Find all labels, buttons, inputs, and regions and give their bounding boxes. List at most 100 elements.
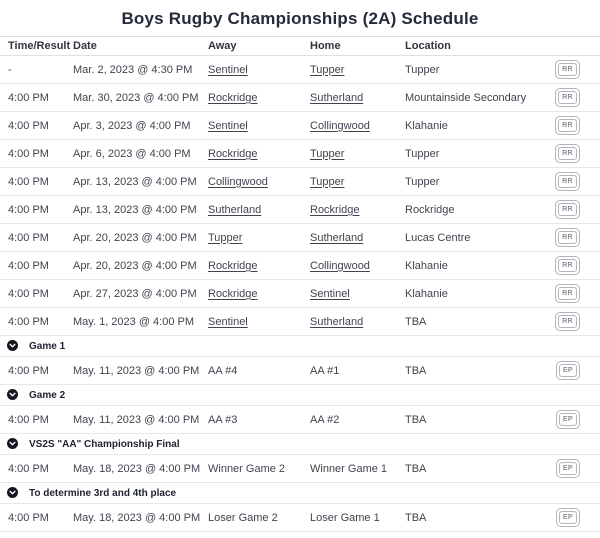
time-result-cell: 4:00 PM <box>0 111 73 140</box>
away-cell: Rockridge <box>208 83 310 112</box>
home-team-link[interactable]: Rockridge <box>310 203 360 216</box>
date-cell: Apr. 3, 2023 @ 4:00 PM <box>73 111 208 140</box>
rr-badge-label: RR <box>558 175 577 188</box>
rr-badge-label: RR <box>558 203 577 216</box>
home-cell: Sutherland <box>310 83 405 112</box>
date-cell: May. 18, 2023 @ 4:00 PM <box>73 454 208 483</box>
table-row: 4:00 PM Apr. 20, 2023 @ 4:00 PM Tupper Suth… <box>0 223 600 252</box>
date-cell: Apr. 13, 2023 @ 4:00 PM <box>73 167 208 196</box>
away-team-link[interactable]: Rockridge <box>208 147 258 160</box>
table-row: 4:00 PM May. 18, 2023 @ 4:00 PM Loser Game… <box>0 503 600 532</box>
rr-badge-label: RR <box>558 315 577 328</box>
action-cell: RR <box>542 307 600 336</box>
rr-badge-label: RR <box>558 147 577 160</box>
home-team-link[interactable]: Collingwood <box>310 119 370 132</box>
date-cell: May. 18, 2023 @ 4:00 PM <box>73 503 208 532</box>
away-team-link[interactable]: Sutherland <box>208 203 262 216</box>
home-cell: Tupper <box>310 55 405 84</box>
action-cell: EP <box>542 503 600 532</box>
table-row: 4:00 PM Apr. 3, 2023 @ 4:00 PM Sentinel Col… <box>0 111 600 140</box>
date-cell: Apr. 13, 2023 @ 4:00 PM <box>73 195 208 224</box>
table-row: 4:00 PM May. 1, 2023 @ 4:00 PM Sentinel Sut… <box>0 307 600 336</box>
section-header-row: VS2S "AA" Championship Final <box>0 433 600 455</box>
away-team-link[interactable]: Collingwood <box>208 175 268 188</box>
home-team-link[interactable]: Collingwood <box>310 259 370 272</box>
home-team-link[interactable]: Tupper <box>310 63 345 76</box>
location-cell: TBA <box>405 454 542 483</box>
away-cell: Loser Game 2 <box>208 503 310 532</box>
page-title: Boys Rugby Championships (2A) Schedule <box>121 9 479 28</box>
home-cell: Tupper <box>310 139 405 168</box>
action-cell: RR <box>542 83 600 112</box>
time-result-cell: 4:00 PM <box>0 195 73 224</box>
home-team-label: Loser Game 1 <box>310 511 380 524</box>
away-team-link[interactable]: Sentinel <box>208 63 248 76</box>
ep-button[interactable]: EP <box>555 361 580 380</box>
away-cell: Tupper <box>208 223 310 252</box>
away-team-link[interactable]: Rockridge <box>208 287 258 300</box>
date-cell: May. 1, 2023 @ 4:00 PM <box>73 307 208 336</box>
home-team-link[interactable]: Tupper <box>310 147 345 160</box>
away-team-link[interactable]: Tupper <box>208 231 243 244</box>
away-team-link[interactable]: Sentinel <box>208 315 248 328</box>
home-team-link[interactable]: Sentinel <box>310 287 350 300</box>
away-cell: Rockridge <box>208 139 310 168</box>
action-cell: EP <box>542 356 600 385</box>
home-cell: Rockridge <box>310 195 405 224</box>
rr-button[interactable]: RR <box>555 172 580 191</box>
rr-button[interactable]: RR <box>555 116 580 135</box>
ep-badge-label: EP <box>558 413 577 426</box>
ep-badge-label: EP <box>558 364 577 377</box>
location-cell: Klahanie <box>405 111 542 140</box>
rr-button[interactable]: RR <box>555 144 580 163</box>
action-cell: RR <box>542 55 600 84</box>
section-header-row: Game 2 <box>0 384 600 406</box>
rr-badge-label: RR <box>558 91 577 104</box>
ep-button[interactable]: EP <box>555 508 580 527</box>
away-cell: Winner Game 2 <box>208 454 310 483</box>
location-cell: Tupper <box>405 139 542 168</box>
rr-button[interactable]: RR <box>555 228 580 247</box>
away-team-link[interactable]: Rockridge <box>208 259 258 272</box>
section-header-row: Game 1 <box>0 335 600 357</box>
table-row: - Mar. 2, 2023 @ 4:30 PM Sentinel Tupper Tup… <box>0 55 600 84</box>
rr-button[interactable]: RR <box>555 312 580 331</box>
section-header-cell: VS2S "AA" Championship Final <box>0 433 600 455</box>
chevron-down-circle-icon <box>7 438 18 449</box>
location-cell: Klahanie <box>405 251 542 280</box>
home-team-link[interactable]: Sutherland <box>310 315 364 328</box>
section-header-cell: Game 1 <box>0 335 600 357</box>
rr-button[interactable]: RR <box>555 200 580 219</box>
column-header-away: Away <box>208 36 310 56</box>
home-team-link[interactable]: Sutherland <box>310 91 364 104</box>
table-row: 4:00 PM Apr. 13, 2023 @ 4:00 PM Collingwoo… <box>0 167 600 196</box>
rr-button[interactable]: RR <box>555 256 580 275</box>
action-cell: RR <box>542 223 600 252</box>
home-cell: Collingwood <box>310 251 405 280</box>
home-team-link[interactable]: Tupper <box>310 175 345 188</box>
away-team-link[interactable]: Sentinel <box>208 119 248 132</box>
ep-button[interactable]: EP <box>555 410 580 429</box>
chevron-down-circle-icon <box>7 340 18 351</box>
date-cell: Apr. 20, 2023 @ 4:00 PM <box>73 251 208 280</box>
time-result-cell: 4:00 PM <box>0 251 73 280</box>
location-cell: Lucas Centre <box>405 223 542 252</box>
table-row: 4:00 PM Mar. 30, 2023 @ 4:00 PM Rockridge S… <box>0 83 600 112</box>
home-cell: Sutherland <box>310 223 405 252</box>
section-header-cell: To determine 3rd and 4th place <box>0 482 600 504</box>
home-cell: AA #2 <box>310 405 405 434</box>
ep-badge-label: EP <box>558 511 577 524</box>
location-cell: TBA <box>405 307 542 336</box>
home-team-link[interactable]: Sutherland <box>310 231 364 244</box>
ep-button[interactable]: EP <box>555 459 580 478</box>
rr-button[interactable]: RR <box>555 60 580 79</box>
away-cell: Sentinel <box>208 111 310 140</box>
away-team-label: Winner Game 2 <box>208 462 286 475</box>
time-result-cell: 4:00 PM <box>0 139 73 168</box>
rr-button[interactable]: RR <box>555 284 580 303</box>
date-cell: May. 11, 2023 @ 4:00 PM <box>73 356 208 385</box>
away-team-link[interactable]: Rockridge <box>208 91 258 104</box>
rr-button[interactable]: RR <box>555 88 580 107</box>
table-row: 4:00 PM May. 18, 2023 @ 4:00 PM Winner Gam… <box>0 454 600 483</box>
column-header-actions <box>542 36 600 56</box>
